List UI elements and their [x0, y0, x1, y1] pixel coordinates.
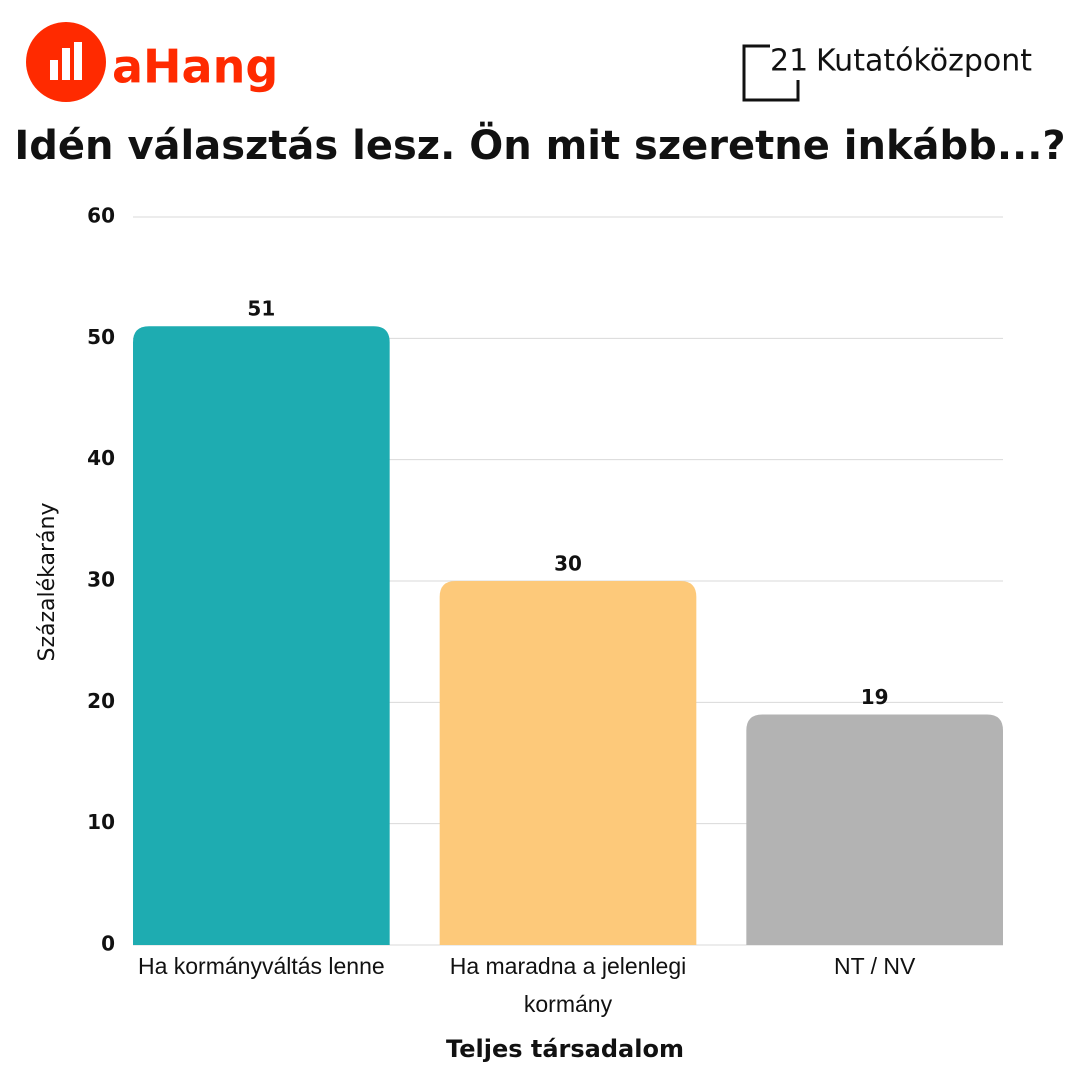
y-tick-label: 40: [87, 446, 115, 470]
y-tick-label: 0: [101, 932, 115, 956]
x-tick-label: NT / NV: [833, 953, 916, 979]
x-axis-title: Teljes társadalom: [446, 1035, 684, 1063]
y-tick-label: 10: [87, 810, 115, 834]
x-tick-label: Ha maradna a jelenlegi kormány: [449, 953, 687, 1017]
logo-right-name: Kutatóközpont: [816, 44, 1032, 79]
data-label: 19: [861, 685, 889, 709]
data-label: 30: [554, 552, 582, 576]
y-tick-label: 20: [87, 689, 115, 713]
logo-left: aHang: [112, 40, 278, 94]
logo-bars: [50, 42, 82, 80]
logo-right-frame: [742, 44, 800, 102]
bar: [439, 581, 697, 945]
chart-title: Idén választás lesz. Ön mit szeretne ink…: [14, 121, 1065, 169]
data-label: 51: [247, 297, 275, 321]
bar: [133, 326, 390, 945]
logo-right-number: 21: [770, 44, 808, 79]
y-tick-label: 30: [87, 568, 115, 592]
y-tick-label: 50: [87, 325, 115, 349]
x-tick-label: Ha kormányváltás lenne: [137, 953, 385, 979]
bar: [746, 714, 1003, 945]
y-tick-label: 60: [87, 204, 115, 228]
y-axis-title: Százalékarány: [35, 503, 60, 662]
